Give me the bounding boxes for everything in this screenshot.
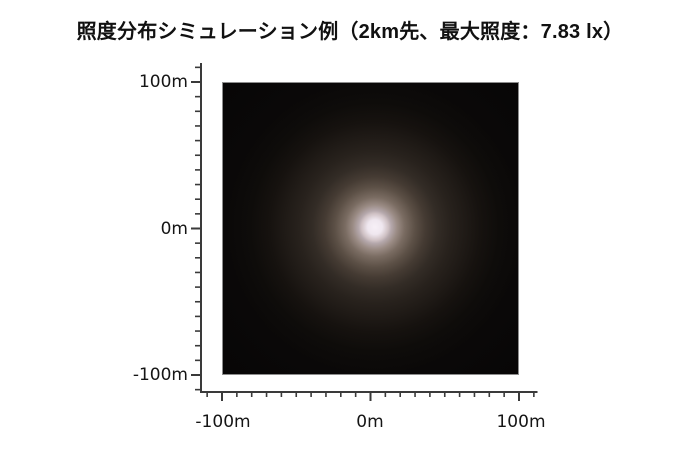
x-tick-label-100m: 100m <box>496 412 546 432</box>
x-tick-label-neg100m: -100m <box>195 412 251 432</box>
y-tick-label-100m: 100m <box>138 72 188 92</box>
x-tick-label-0m: 0m <box>356 412 384 432</box>
y-tick-label-0m: 0m <box>160 219 188 239</box>
y-tick-label-neg100m: -100m <box>132 365 188 385</box>
light-glow <box>223 83 518 374</box>
chart-title: 照度分布シミュレーション例（2km先、最大照度：7.83 lx） <box>76 21 624 43</box>
illuminance-map <box>222 82 519 375</box>
